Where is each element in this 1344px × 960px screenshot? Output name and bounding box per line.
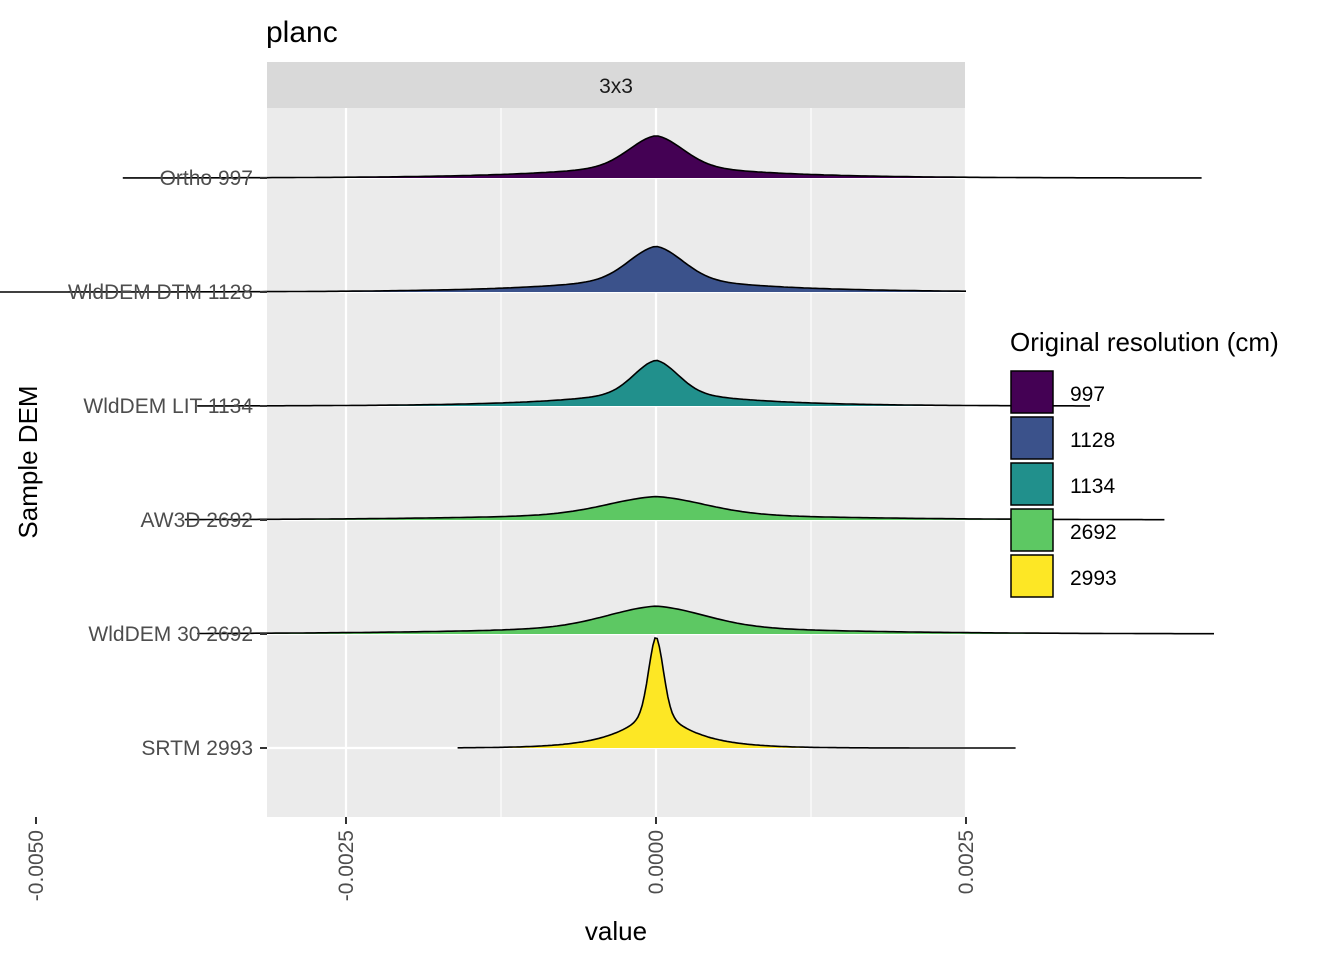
x-axis-title: value [585,916,647,946]
y-tick-label: WldDEM LIT 1134 [83,395,253,418]
ridge-outline [122,135,1202,179]
ridge-outline [197,359,1090,407]
y-axis: Ortho 997 WldDEM DTM 1128 WldDEM LIT 1134 A… [68,167,267,760]
legend: Original resolution (cm) 997 1128 1134 2692… [1010,327,1279,598]
legend-swatch [1010,554,1054,598]
facet-label: 3x3 [599,75,633,98]
ridge-fill [197,360,1090,406]
facet-strip [267,62,965,108]
y-tick-label: WldDEM 30 2692 [88,623,253,646]
legend-swatch [1010,416,1054,460]
y-tick-label: AW3D 2692 [141,509,253,532]
legend-label: 1134 [1070,475,1115,498]
x-tick-label: -0.0050 [25,830,48,901]
ridges [0,135,1214,749]
x-tick-label: 0.0000 [645,830,668,894]
chart-title: planc [266,16,338,49]
ridge-outline [457,637,1016,749]
legend-label: 1128 [1070,429,1115,452]
y-tick-label: WldDEM DTM 1128 [68,281,253,304]
ridge-fill [197,606,1214,634]
plot-panel [267,108,965,817]
y-tick-label: Ortho 997 [160,167,253,190]
ridge-outline [0,245,966,293]
y-tick-label: SRTM 2993 [141,737,253,760]
legend-swatch [1010,462,1054,506]
legend-title: Original resolution (cm) [1010,327,1279,357]
x-axis: -0.0050 -0.0025 0.0000 0.0025 [25,817,978,901]
y-axis-title: Sample DEM [13,385,43,538]
x-tick-label: -0.0025 [335,830,358,901]
x-tick-label: 0.0025 [955,830,978,894]
ridge-outline [197,605,1214,635]
legend-swatch [1010,370,1054,414]
legend-swatch [1010,508,1054,552]
ridge-outline [184,495,1165,521]
legend-label: 997 [1070,383,1105,406]
legend-label: 2692 [1070,521,1117,544]
legend-label: 2993 [1070,567,1117,590]
ridge-fill [184,496,1165,520]
ridge-fill [122,136,1202,178]
